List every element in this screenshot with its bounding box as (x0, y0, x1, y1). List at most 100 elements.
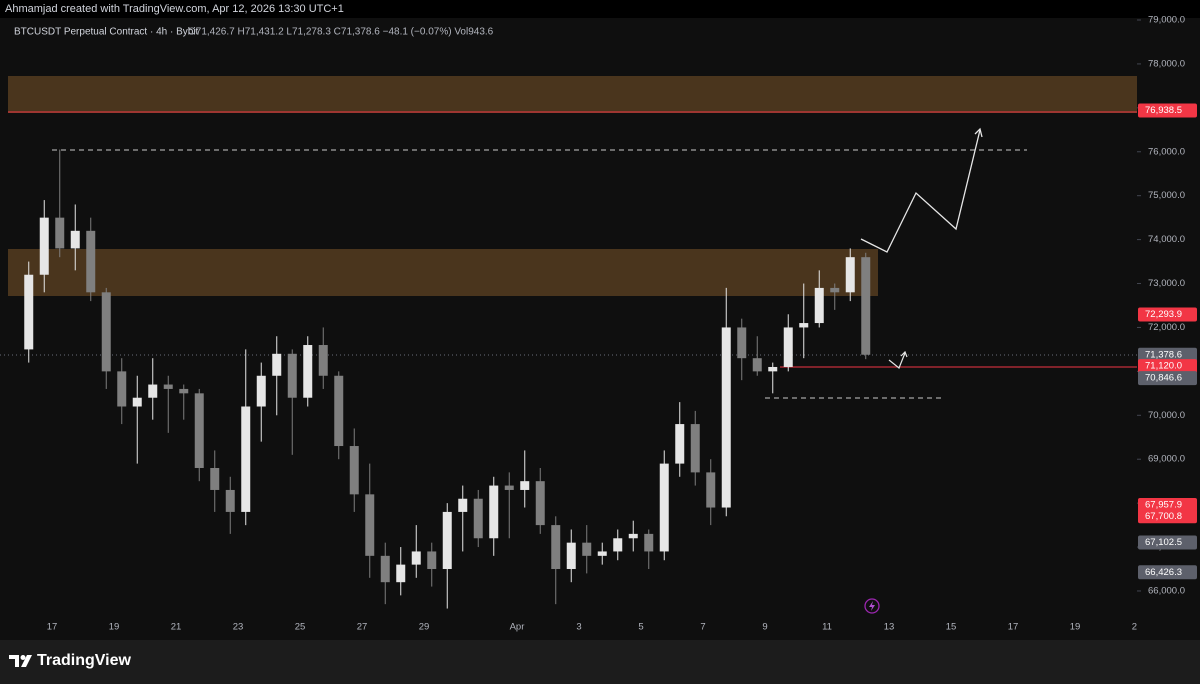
x-tick-label: 29 (419, 622, 430, 633)
candle-body (504, 485, 514, 490)
price-axis: 66,000.067,000.068,000.069,000.070,000.0… (1137, 15, 1197, 596)
y-tick-label: 78,000.0 (1148, 58, 1185, 69)
candle-body (24, 274, 34, 350)
candle-body (411, 551, 421, 565)
y-tick-label: 70,000.0 (1148, 410, 1185, 421)
projection-path (860, 129, 981, 253)
top-bar (0, 0, 1200, 18)
price-tag-label: 67,957.9 (1145, 499, 1182, 510)
candle-body (675, 424, 685, 464)
brand-logo (9, 655, 32, 667)
candle-body (256, 375, 266, 407)
price-tag-label: 72,293.9 (1145, 309, 1182, 320)
resistance-zone (8, 249, 878, 296)
x-tick-label: 9 (762, 622, 767, 633)
candle-body (101, 292, 111, 372)
logo-part (9, 655, 19, 667)
candle-body (163, 384, 173, 389)
price-tag-label: 71,378.6 (1145, 349, 1182, 360)
candle-body (287, 353, 297, 398)
candle-body (70, 230, 80, 249)
candle-body (861, 257, 871, 355)
y-tick-label: 74,000.0 (1148, 234, 1185, 245)
y-tick-label: 75,000.0 (1148, 190, 1185, 201)
x-tick-label: 17 (1008, 622, 1019, 633)
x-tick-label: 19 (1070, 622, 1081, 633)
x-tick-label: 23 (233, 622, 244, 633)
price-tag-label: 67,102.5 (1145, 537, 1182, 548)
candle-body (721, 327, 731, 508)
short-projection (888, 352, 906, 369)
short-arrowhead (900, 350, 908, 358)
candle-body (179, 388, 189, 394)
x-tick-label: 5 (638, 622, 643, 633)
candle-body (582, 542, 592, 556)
candle-body (659, 463, 669, 552)
candle-body (489, 485, 499, 539)
brand-name: TradingView (37, 652, 132, 669)
candle-body (752, 358, 762, 372)
candle-body (473, 498, 483, 539)
candle-body (551, 525, 561, 570)
x-tick-label: 11 (822, 622, 832, 633)
x-tick-label: 21 (171, 622, 182, 633)
x-tick-label: 27 (357, 622, 368, 633)
ohlc-legend: O71,426.7 H71,431.2 L71,278.3 C71,378.6 … (188, 27, 494, 38)
candle-body (39, 217, 49, 275)
candle-body (535, 481, 545, 526)
y-tick-label: 73,000.0 (1148, 278, 1185, 289)
footer-bar (0, 640, 1200, 684)
candle-body (768, 366, 778, 372)
candle-body (737, 327, 747, 359)
candle-body (814, 287, 824, 324)
price-tag-label: 66,426.3 (1145, 567, 1182, 578)
projection-arrowhead (974, 127, 983, 138)
candle-body (845, 257, 855, 293)
candle-body (520, 481, 530, 490)
candle-body (396, 564, 406, 583)
candle-body (427, 551, 437, 570)
logo-part (20, 655, 26, 660)
plot-area: 17192123252729Apr3579111315171921 (24, 149, 1142, 633)
candle-body (597, 551, 607, 556)
price-tag (1138, 359, 1197, 374)
candle-body (644, 533, 654, 552)
candle-body (799, 323, 809, 328)
y-tick-label: 72,000.0 (1148, 322, 1185, 333)
x-tick-label: 25 (295, 622, 306, 633)
symbol-title: BTCUSDT Perpetual Contract · 4h · Bybit (14, 27, 199, 38)
price-tag (1138, 565, 1197, 580)
x-tick-label: Apr (510, 622, 525, 633)
candle-body (272, 353, 282, 376)
x-tick-label: 19 (109, 622, 120, 633)
candle-body (132, 397, 142, 407)
candle-body (830, 287, 840, 293)
price-tag (1138, 497, 1197, 512)
price-tag (1138, 509, 1197, 524)
candle-body (210, 467, 220, 490)
y-tick-label: 69,000.0 (1148, 454, 1185, 465)
price-tag (1138, 371, 1197, 386)
candle-body (194, 393, 204, 468)
price-tag-label: 76,938.5 (1145, 105, 1182, 116)
y-tick-label: 76,000.0 (1148, 146, 1185, 157)
x-tick-label: 7 (700, 622, 705, 633)
y-tick-label: 66,000.0 (1148, 585, 1185, 596)
candle-body (566, 542, 576, 570)
x-tick-label: 13 (884, 622, 895, 633)
candle-body (349, 446, 359, 495)
price-tag-label: 70,846.6 (1145, 373, 1182, 384)
candle-body (613, 538, 623, 552)
candle-body (706, 472, 716, 508)
candle-body (117, 371, 127, 407)
candle-body (380, 555, 390, 583)
price-tag (1138, 307, 1197, 322)
candle-body (318, 345, 328, 376)
candle-body (55, 217, 65, 249)
candle-body (241, 406, 251, 512)
candle-body (442, 511, 452, 570)
candle-body (783, 327, 793, 367)
event-icon[interactable] (864, 598, 880, 614)
